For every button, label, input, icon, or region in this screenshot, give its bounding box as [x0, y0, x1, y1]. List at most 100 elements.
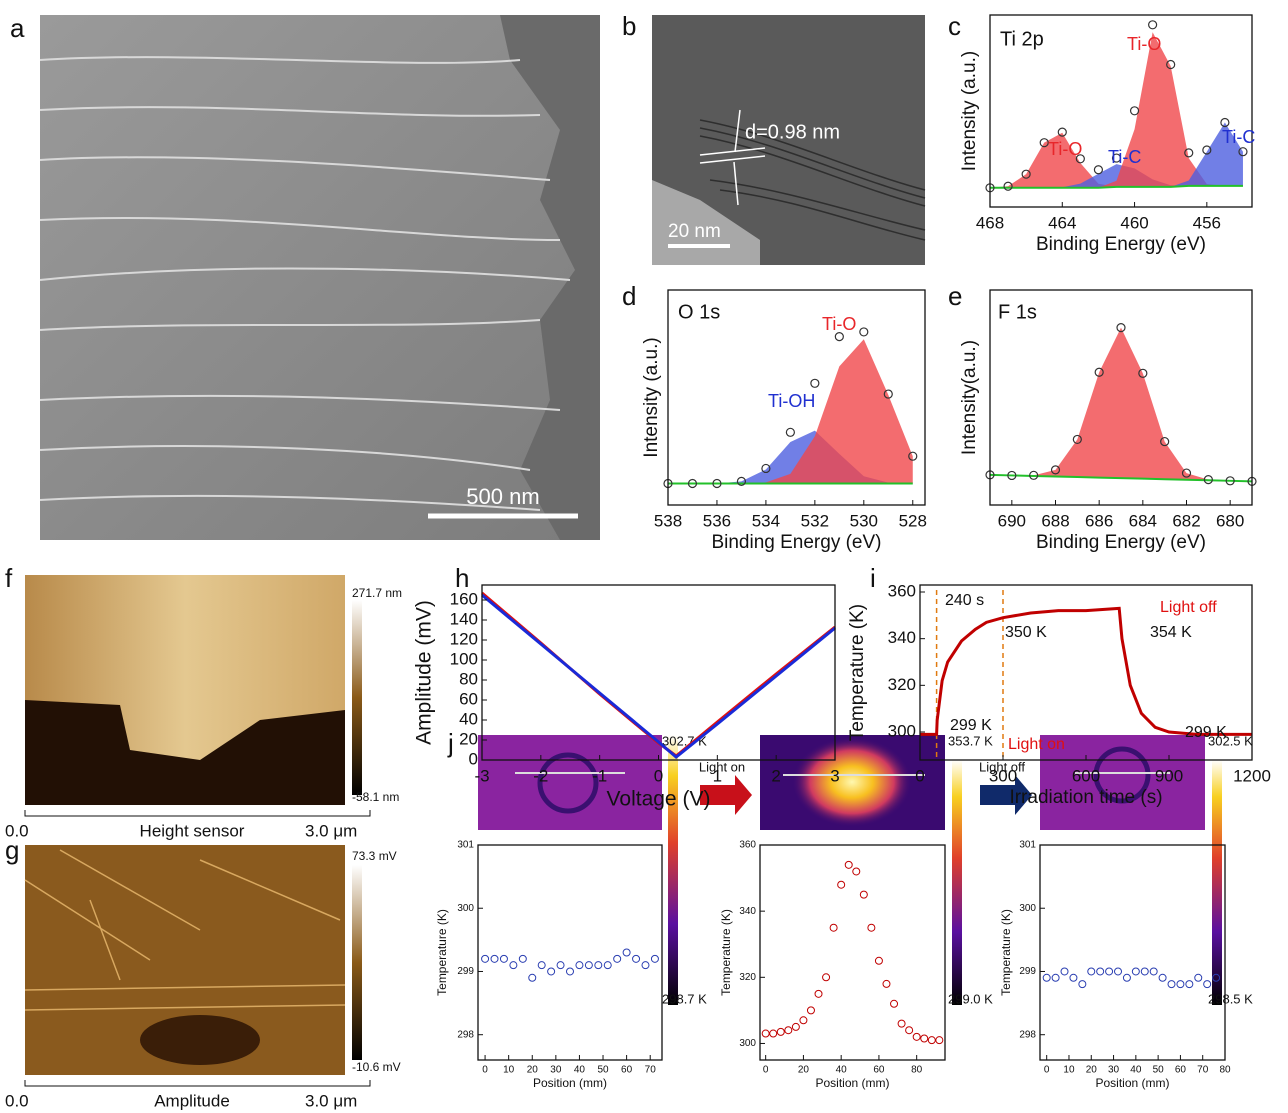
data-point	[1181, 468, 1192, 478]
data-point	[867, 923, 876, 932]
y-tick-label: 340	[888, 628, 916, 647]
colorbar-max: 302.7 K	[662, 733, 707, 748]
sem-background	[500, 15, 600, 540]
colorbar-min: -10.6 mV	[352, 1060, 401, 1074]
data-point	[791, 1022, 800, 1031]
data-point	[1021, 169, 1031, 179]
y-axis-label: Intensity (a.u.)	[641, 337, 662, 457]
colorbar-min: 298.5 K	[1208, 991, 1253, 1006]
data-point	[687, 478, 698, 489]
y-tick-label: 40	[459, 709, 478, 728]
background-line	[989, 473, 1253, 483]
data-point	[736, 476, 747, 486]
data-point	[908, 451, 918, 461]
plot-frame	[759, 844, 946, 1061]
caption: Height sensor	[140, 821, 245, 840]
data-point	[1220, 117, 1230, 128]
data-point	[1122, 973, 1131, 982]
scale-bar-label: 500 nm	[466, 484, 539, 509]
data-point	[641, 961, 650, 970]
colorbar-max: 271.7 nm	[352, 586, 402, 600]
data-point	[1225, 476, 1235, 486]
x-tick-label: 80	[911, 1065, 923, 1076]
panel-label: d	[622, 281, 636, 311]
scale-bar-label: 20 nm	[668, 221, 721, 242]
x-axis-label: Position (mm)	[815, 1076, 889, 1090]
data-point	[622, 948, 631, 957]
annotation: 299 K	[950, 717, 992, 734]
x-tick-label: 50	[597, 1065, 609, 1076]
x-tick-label: 684	[1129, 511, 1157, 530]
colorbar-min: 298.7 K	[662, 991, 707, 1006]
data-point	[927, 1036, 936, 1045]
plot-frame	[1039, 844, 1226, 1061]
transition-label: Light on	[699, 759, 745, 774]
annotation: Ti-OH	[768, 391, 815, 411]
colorbar-max: 302.5 K	[1208, 733, 1253, 748]
x-tick-label: 0	[1044, 1065, 1050, 1076]
colorbar-min: -58.1 nm	[352, 790, 399, 804]
y-tick-label: 60	[459, 689, 478, 708]
axis-end: 3.0 μm	[305, 1091, 357, 1110]
data-point	[883, 389, 893, 399]
transition-label: Light off	[979, 759, 1025, 774]
data-point	[785, 427, 795, 437]
data-point	[509, 961, 518, 970]
x-tick-label: 40	[836, 1065, 848, 1076]
y-tick-label: 160	[450, 589, 478, 608]
x-tick-label: 690	[998, 511, 1026, 530]
annotation: 240 s	[945, 592, 984, 609]
data-point	[1111, 153, 1122, 163]
colorbar	[1212, 760, 1222, 1005]
peak	[990, 32, 1243, 188]
y-tick-label: 0	[469, 749, 478, 768]
data-point	[810, 378, 820, 388]
data-point	[834, 332, 844, 342]
panel-label: h	[455, 563, 469, 593]
data-point	[1203, 475, 1213, 485]
x-tick-label: 60	[1175, 1065, 1187, 1076]
x-tick-label: 0	[482, 1065, 488, 1076]
data-point	[1075, 154, 1085, 164]
y-tick-label: 298	[1019, 1029, 1036, 1040]
data-point	[1072, 434, 1082, 445]
x-tick-label: -2	[533, 766, 548, 785]
image-axis	[24, 810, 371, 817]
data-point	[1007, 470, 1017, 481]
data-point	[859, 327, 869, 337]
x-tick-label: -3	[474, 766, 489, 785]
y-tick-label: 299	[457, 966, 474, 977]
y-tick-label: 360	[739, 840, 756, 851]
data-point	[784, 1026, 793, 1035]
data-point	[556, 961, 565, 970]
tem-fringes	[699, 119, 926, 241]
x-axis-label: Irradiation time (s)	[1009, 787, 1162, 808]
x-axis-label: Position (mm)	[1095, 1076, 1169, 1090]
data-point	[1087, 967, 1096, 976]
annotation: Ti-C	[1222, 127, 1255, 147]
x-tick-label: 10	[503, 1065, 515, 1076]
data-point	[829, 923, 838, 932]
data-point	[575, 961, 584, 970]
spacing-label: d=0.98 nm	[745, 121, 840, 143]
panel-label: e	[948, 281, 962, 311]
x-tick-label: 534	[752, 511, 780, 530]
colorbar	[352, 600, 362, 795]
x-tick-label: 300	[989, 766, 1017, 785]
x-tick-label: 3	[830, 766, 839, 785]
data-point	[1194, 973, 1203, 982]
data-point	[905, 1026, 914, 1035]
x-tick-label: -1	[592, 766, 607, 785]
annotation: Ti-O	[1048, 139, 1082, 159]
x-tick-label: 20	[1086, 1065, 1098, 1076]
data-point	[1114, 967, 1123, 976]
x-tick-label: 30	[1108, 1065, 1120, 1076]
data-point	[1185, 980, 1194, 989]
y-tick-label: 300	[888, 721, 916, 740]
peak	[990, 327, 1252, 482]
colorbar	[352, 865, 362, 1060]
y-tick-label: 301	[457, 840, 474, 851]
panel-label: c	[948, 11, 961, 41]
y-tick-label: 320	[739, 972, 756, 983]
